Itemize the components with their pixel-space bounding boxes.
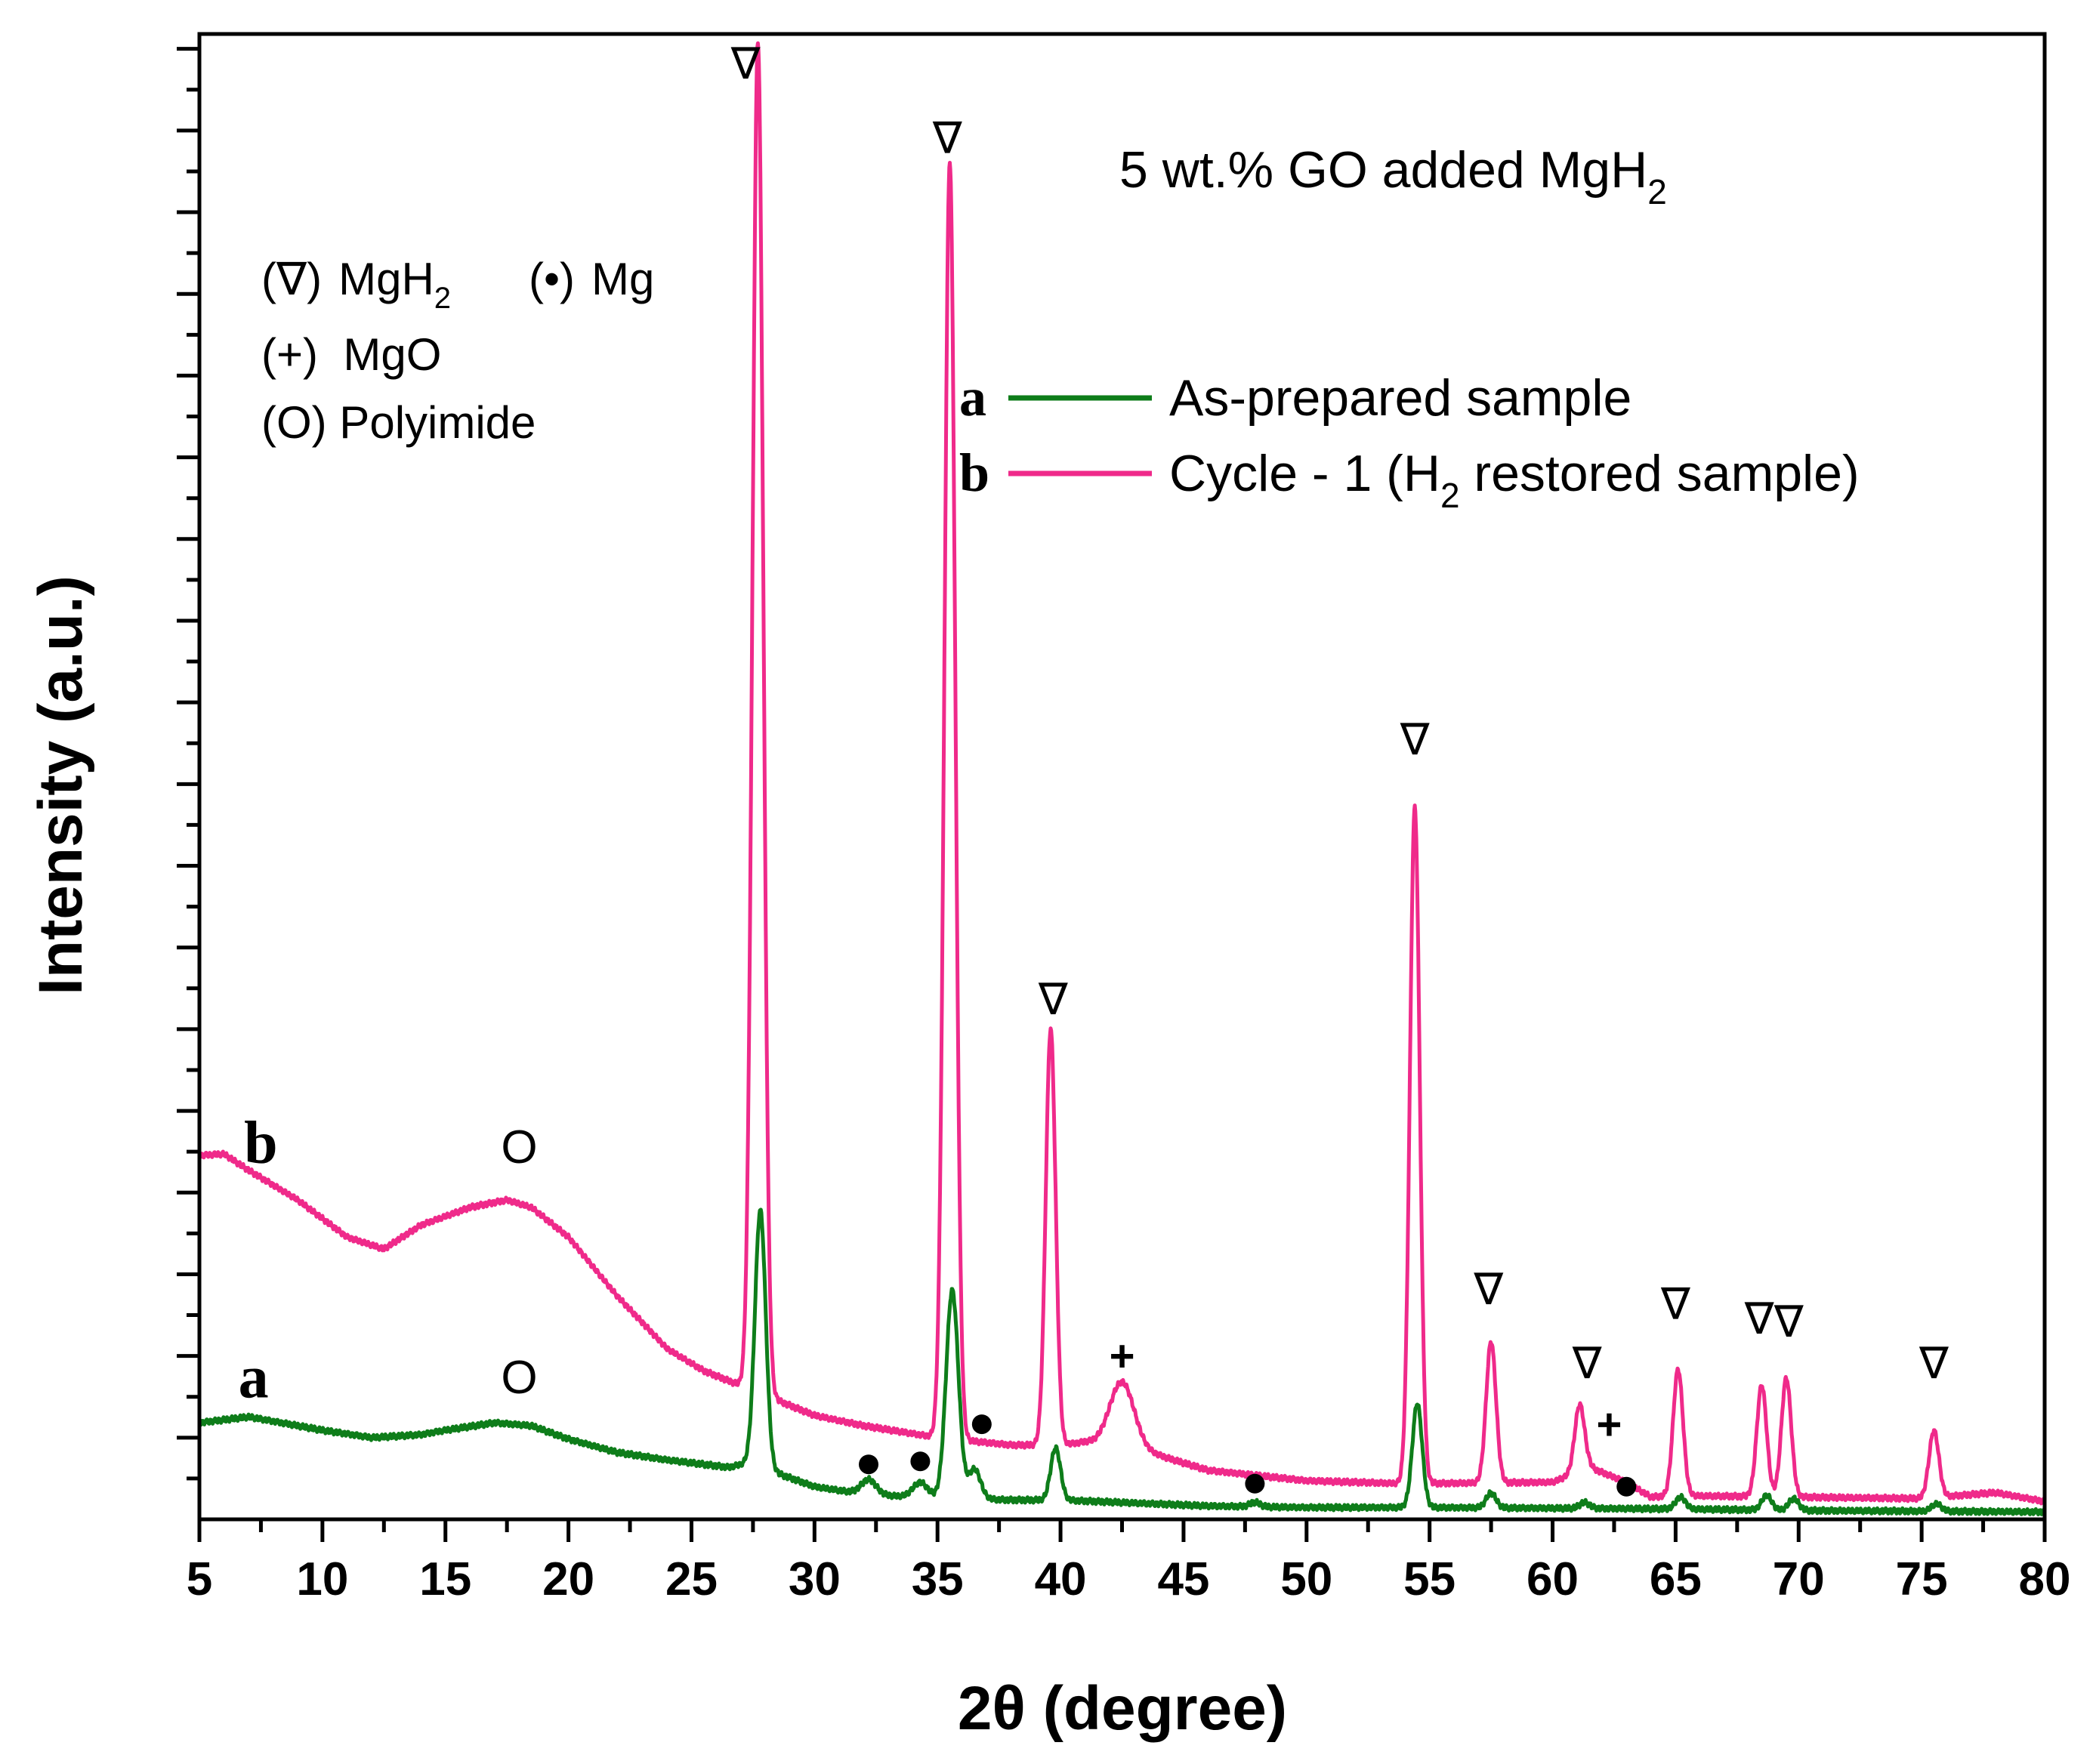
series-legend: a As-prepared sample b Cycle - 1 (H2 res… [959,367,1860,515]
x-tick-label: 70 [1773,1553,1825,1605]
mgh2-marker: ∇ [1473,1265,1503,1314]
x-tick-label: 30 [789,1553,841,1605]
peak-annotations: ∇∇∇∇∇∇∇ ∇ ∇∇++OO [501,39,1949,1449]
mg-dot [858,1454,878,1475]
x-tick-label: 80 [2019,1553,2071,1605]
y-axis-ticks [177,47,199,1481]
legend-letter-b: b [959,443,989,503]
polyimide-marker: O [501,1352,537,1404]
phase-legend-mg: (•) Mg [529,254,654,304]
x-tick-label: 45 [1157,1553,1209,1605]
mg-dot [910,1451,931,1472]
x-axis-ticks: 5 10 15 20 25 30 35 40 45 50 55 60 65 70 75 80 [187,1519,2071,1605]
legend-label-a: As-prepared sample [1169,369,1631,427]
mgh2-marker: ∇ [1744,1294,1774,1343]
x-tick-label: 75 [1896,1553,1948,1605]
legend-entry-a: a As-prepared sample [959,367,1631,427]
x-tick-label: 25 [665,1553,718,1605]
x-tick-label: 15 [419,1553,471,1605]
mgo-marker: + [1597,1400,1622,1449]
mgh2-marker: ∇ [1572,1339,1602,1388]
mgh2-marker: ∇ [1919,1339,1949,1388]
x-axis-label: 2θ (degree) [958,1674,1287,1743]
legend-entry-b: b Cycle - 1 (H2 restored sample) [959,443,1860,515]
plot-lines [197,41,2047,1516]
x-tick-label: 10 [296,1553,348,1605]
mgo-marker: + [1110,1331,1135,1380]
mgh2-marker: ∇ [1038,975,1068,1024]
x-tick-label: 35 [912,1553,964,1605]
mgh2-marker: ∇ [932,113,962,162]
mgh2-marker: ∇ [1660,1279,1690,1328]
legend-label-b: Cycle - 1 (H2 restored sample) [1169,445,1860,515]
legend-letter-a: a [959,367,986,427]
x-tick-label: 50 [1280,1553,1332,1605]
mgh2-marker: ∇ [1400,715,1430,764]
series-line-b [197,41,2047,1506]
phase-legend-polyimide: (O) Polyimide [261,397,536,448]
phase-legend: (∇) MgH2 (•) Mg (+) MgO (O) Polyimide [261,254,654,448]
x-tick-label: 60 [1527,1553,1579,1605]
phase-legend-mgo: (+) MgO [261,329,441,380]
y-axis-label: Intensity (a.u.) [26,575,95,995]
mg-peak-markers [858,1414,1637,1497]
mg-dot [971,1414,992,1435]
chart-title: 5 wt.% GO added MgH2 [1119,141,1667,211]
x-tick-label: 20 [542,1553,594,1605]
mgh2-marker: ∇ [1773,1297,1804,1346]
x-tick-label: 5 [187,1553,212,1605]
mg-dot [1616,1476,1637,1497]
x-tick-label: 40 [1035,1553,1087,1605]
polyimide-marker: O [501,1121,537,1173]
mg-dot [1245,1473,1265,1494]
curve-label-a: a [239,1345,269,1411]
series-line-a [198,1207,2047,1516]
phase-legend-mgh2: (∇) MgH2 [261,254,451,315]
x-tick-label: 55 [1403,1553,1456,1605]
x-tick-label: 65 [1650,1553,1702,1605]
mgh2-marker: ∇ [730,39,761,88]
plot-frame [197,32,2047,1522]
curve-labels: ba [239,1110,278,1411]
curve-label-b: b [244,1110,278,1177]
